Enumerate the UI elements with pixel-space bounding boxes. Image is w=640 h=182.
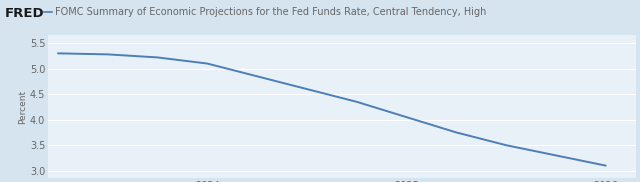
Text: FOMC Summary of Economic Projections for the Fed Funds Rate, Central Tendency, H: FOMC Summary of Economic Projections for… xyxy=(55,7,486,17)
Text: FRED: FRED xyxy=(5,7,45,20)
Y-axis label: Percent: Percent xyxy=(18,90,27,124)
